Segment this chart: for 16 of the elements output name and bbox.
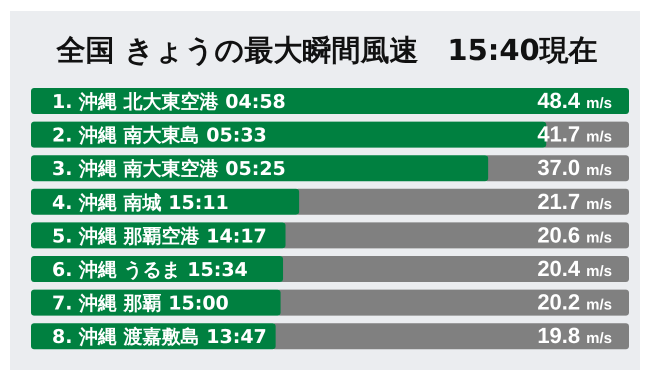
y-tick-label: 8. 沖縄 渡嘉敷島 13:47 xyxy=(52,326,267,348)
y-tick-label: 7. 沖縄 那覇 15:00 xyxy=(52,292,229,315)
data-label: 20.4 m/s xyxy=(537,256,612,281)
y-tick-label: 1. 沖縄 北大東空港 04:58 xyxy=(52,91,286,113)
data-label: 19.8 m/s xyxy=(537,323,612,348)
y-tick-label: 5. 沖縄 那覇空港 14:17 xyxy=(52,225,267,248)
y-tick-label: 3. 沖縄 南大東空港 05:25 xyxy=(52,158,286,180)
y-tick-label: 6. 沖縄 うるま 15:34 xyxy=(52,259,248,281)
data-label: 21.7 m/s xyxy=(537,188,612,214)
chart-title: 全国 きょうの最大瞬間風速 15:40現在 xyxy=(55,33,598,67)
y-tick-label: 2. 沖縄 南大東島 05:33 xyxy=(52,124,267,147)
data-label: 20.2 m/s xyxy=(537,290,612,315)
data-label: 20.6 m/s xyxy=(537,222,612,248)
y-tick-label: 4. 沖縄 南城 15:11 xyxy=(52,192,229,214)
data-label: 48.4 m/s xyxy=(537,88,612,113)
data-label: 37.0 m/s xyxy=(537,155,612,180)
